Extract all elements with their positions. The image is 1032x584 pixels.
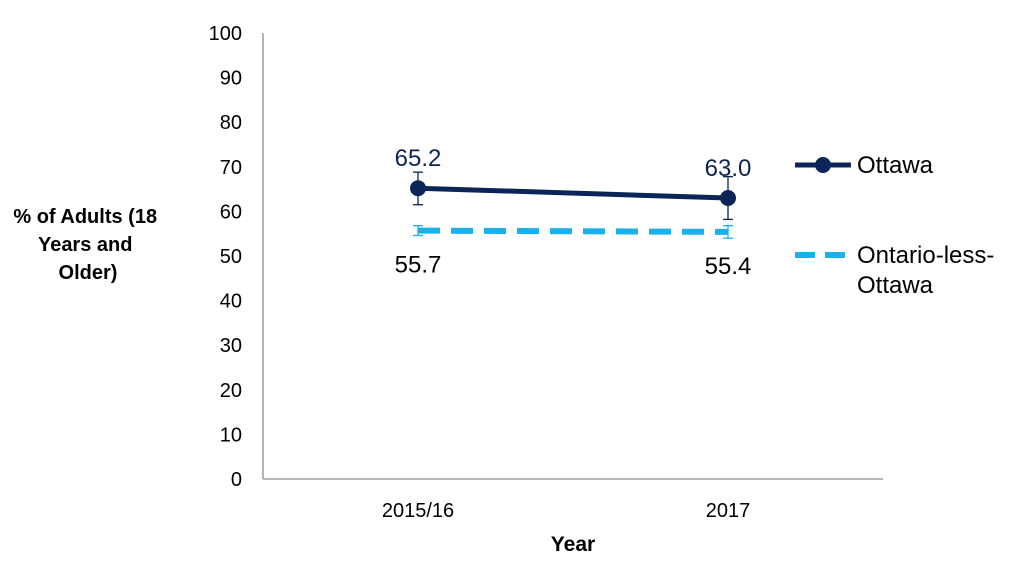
data-label: 55.4 — [705, 253, 752, 280]
legend-label: Ottawa — [857, 152, 934, 179]
axes — [262, 33, 883, 480]
y-axis-title-line-3: Older) — [59, 262, 118, 284]
y-tick-label: 30 — [220, 335, 242, 357]
legend-item-ontario-less-ottawa: Ontario-less- Ottawa — [795, 242, 994, 299]
series-ottawa — [410, 171, 736, 221]
series-line — [417, 227, 729, 235]
y-tick-labels: 0 10 20 30 40 50 60 70 80 90 100 — [209, 23, 242, 491]
series — [410, 171, 736, 239]
y-tick-label: 40 — [220, 291, 242, 313]
y-tick-label: 50 — [220, 246, 242, 268]
y-tick-label: 70 — [220, 157, 242, 179]
y-tick-label: 80 — [220, 112, 242, 134]
data-labels: 65.2 63.0 55.7 55.4 — [395, 145, 752, 280]
legend-label: Ottawa — [857, 272, 934, 299]
x-tick-label: 2017 — [706, 500, 751, 522]
data-label: 65.2 — [395, 145, 442, 172]
y-axis-title-line-1: % of Adults (18 — [13, 206, 157, 228]
data-point — [720, 190, 736, 207]
x-tick-label: 2015/16 — [382, 500, 454, 522]
series-line — [417, 185, 729, 201]
y-tick-label: 20 — [220, 380, 242, 402]
y-tick-label: 60 — [220, 201, 242, 223]
y-tick-label: 10 — [220, 424, 242, 446]
x-tick-labels: 2015/16 2017 — [382, 500, 750, 522]
legend-marker — [815, 157, 831, 173]
y-axis-title: % of Adults (18 Years and Older) — [13, 206, 162, 284]
y-axis-title-line-2: Years and — [38, 234, 133, 256]
legend-item-ottawa: Ottawa — [795, 152, 934, 179]
y-tick-label: 100 — [209, 23, 242, 45]
data-label: 63.0 — [705, 155, 752, 182]
x-axis-title: Year — [551, 533, 595, 556]
y-tick-label: 90 — [220, 68, 242, 90]
legend-label: Ontario-less- — [857, 242, 994, 269]
data-point — [410, 180, 426, 197]
legend: Ottawa Ontario-less- Ottawa — [795, 152, 994, 299]
series-ontario-less-ottawa — [413, 225, 733, 239]
data-label: 55.7 — [395, 252, 442, 279]
y-tick-label: 0 — [231, 469, 242, 491]
